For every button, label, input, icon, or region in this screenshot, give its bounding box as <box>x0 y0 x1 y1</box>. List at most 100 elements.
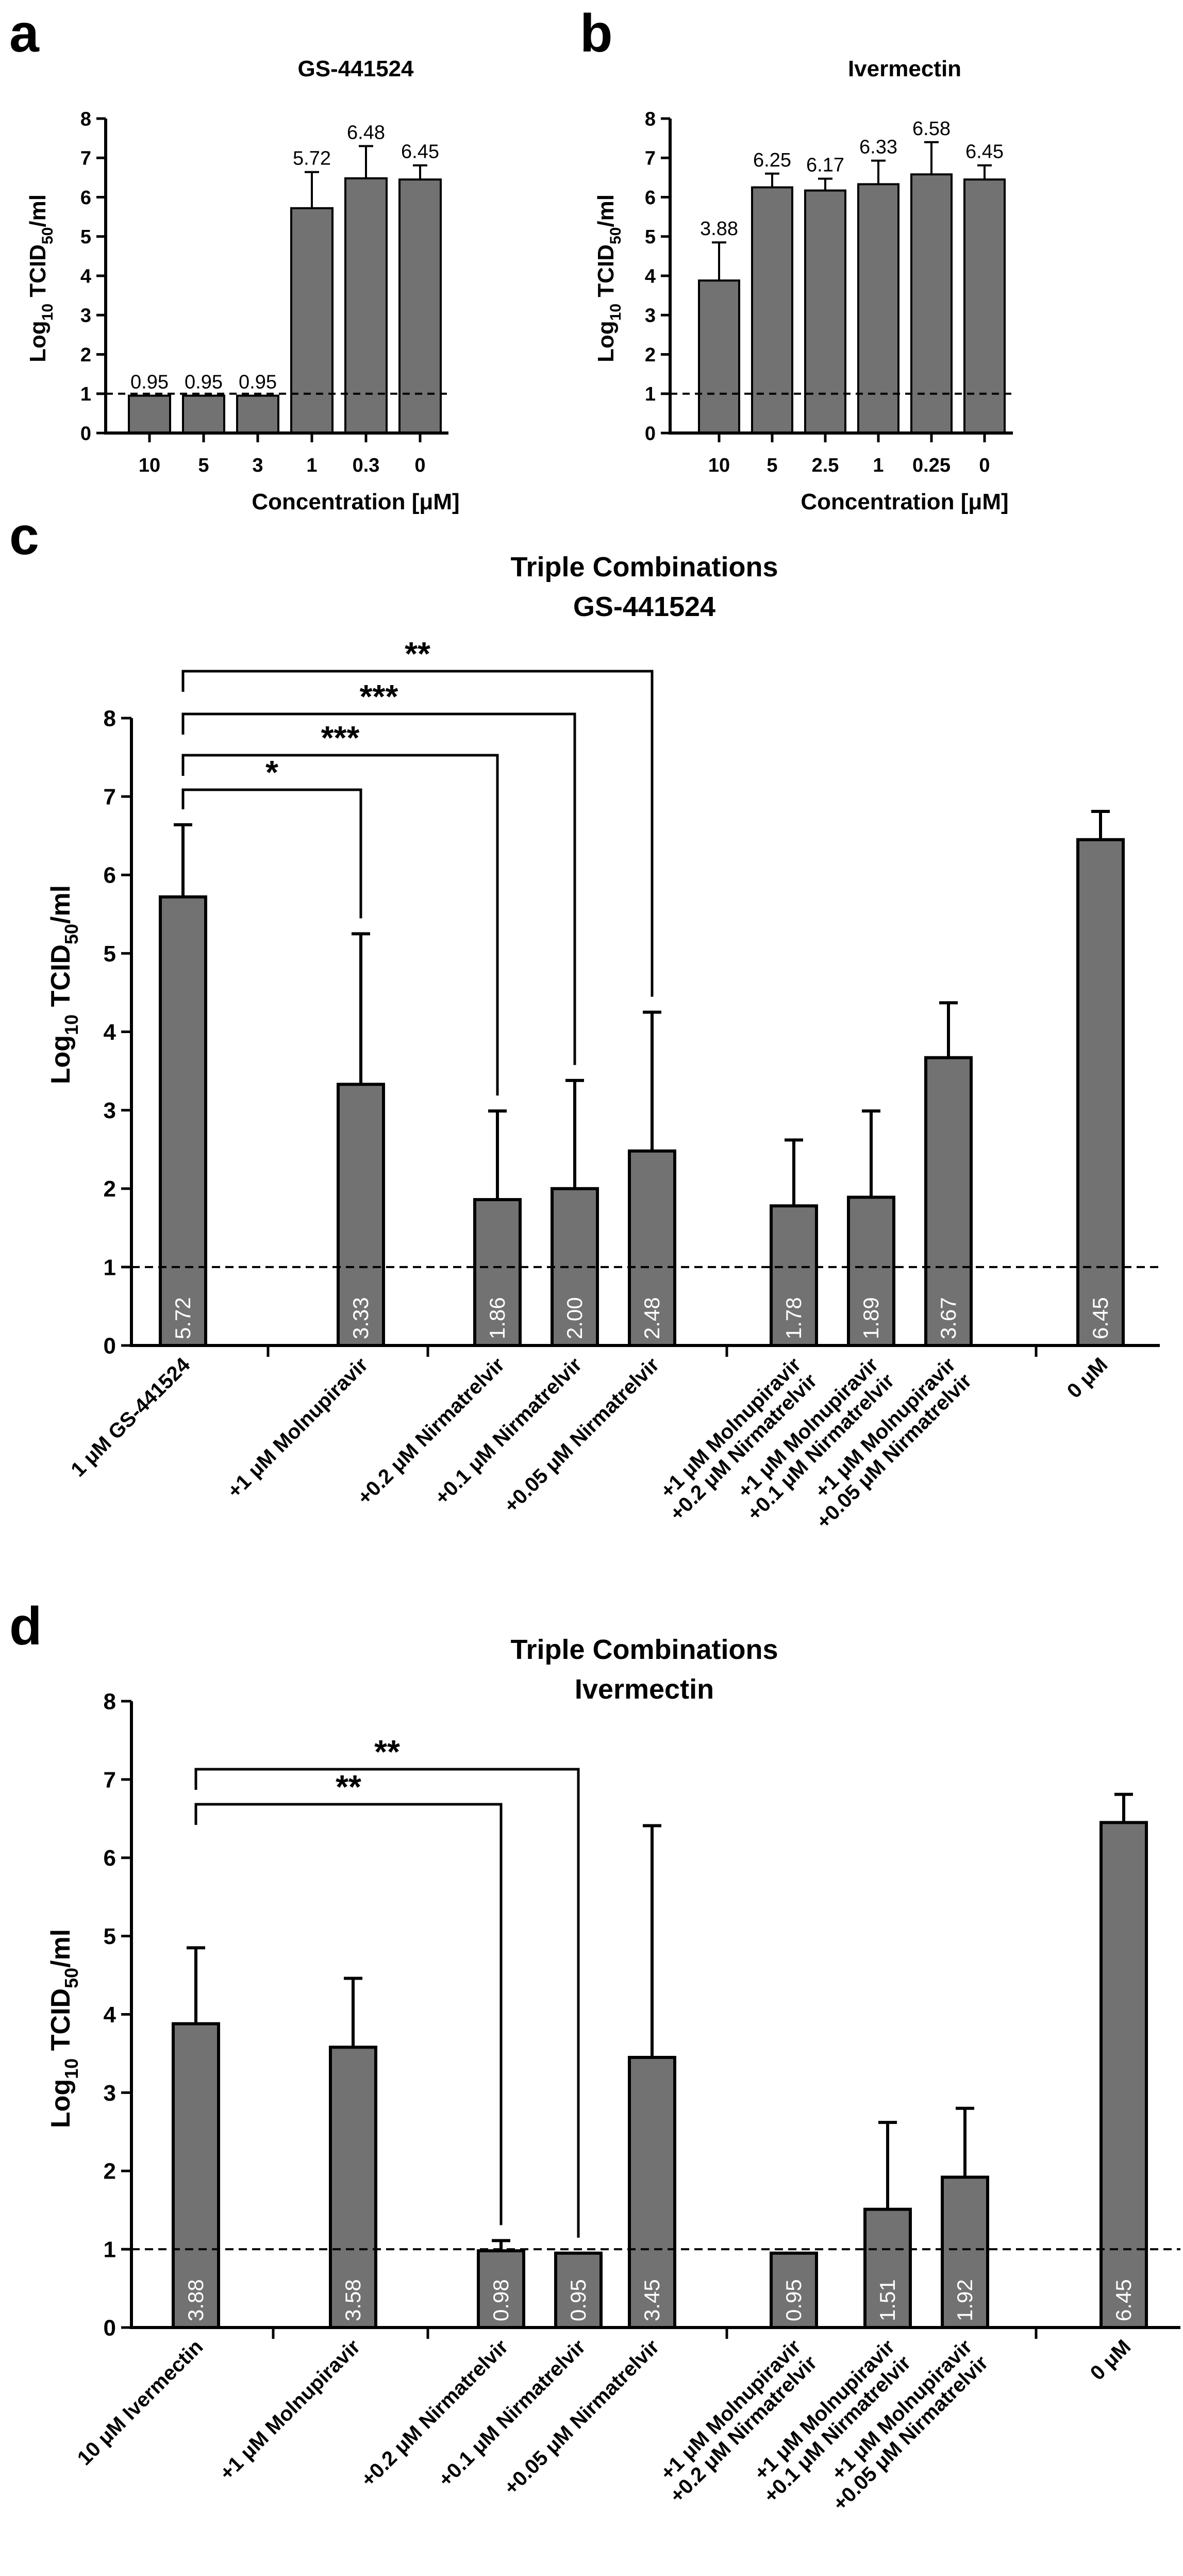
y-tick-label: 4 <box>645 265 656 287</box>
x-tick-label-line: +1 μM Molnupiravir <box>215 2335 365 2485</box>
data-label: 0.95 <box>566 2279 590 2321</box>
panel-letter-b: b <box>580 4 613 63</box>
significance-bracket <box>181 754 499 1096</box>
data-label: 2.48 <box>640 1297 664 1339</box>
y-tick-label: 3 <box>80 305 91 327</box>
y-tick-label: 7 <box>80 148 91 170</box>
data-label: 1.51 <box>875 2279 899 2321</box>
bar <box>751 186 793 434</box>
y-tick-label: 4 <box>80 265 91 287</box>
data-label: 6.45 <box>401 141 439 163</box>
x-tick-label: 10 <box>139 455 160 476</box>
y-tick-label: 2 <box>80 344 91 366</box>
x-tick-label: 5 <box>198 455 209 476</box>
data-label: 6.45 <box>1088 1297 1112 1339</box>
bar <box>337 1083 385 1348</box>
x-tick-label: +0.05 μM Nirmatrelvir <box>499 1353 663 1517</box>
data-label: 6.48 <box>347 122 385 143</box>
x-tick-label-line: +1 μM Molnupiravir <box>223 1353 373 1503</box>
y-tick-label: 4 <box>104 1020 116 1045</box>
y-tick-label: 8 <box>104 1689 116 1714</box>
y-tick-label: 1 <box>104 2237 116 2263</box>
x-tick-label: +0.2 μM Nirmatrelvir <box>353 1353 509 1509</box>
x-tick-label: 10 μM Ivermectin <box>73 2335 208 2470</box>
x-tick-label: 0 <box>414 455 425 476</box>
bar <box>236 394 279 434</box>
data-label: 5.72 <box>171 1297 195 1339</box>
x-tick-label: 2.5 <box>812 455 839 476</box>
bar <box>473 1198 522 1348</box>
data-label: 6.33 <box>859 137 897 158</box>
bar <box>329 2046 377 2330</box>
x-tick-label-line: +0.05 μM Nirmatrelvir <box>499 1353 663 1517</box>
x-tick-label-line: +0.05 μM Nirmatrelvir <box>499 2335 663 2499</box>
bar <box>172 2022 220 2330</box>
x-tick-label: 0 <box>979 455 990 476</box>
significance-bracket <box>181 788 362 919</box>
x-tick-label: +0.2 μM Nirmatrelvir <box>357 2335 512 2491</box>
data-label: 1.89 <box>859 1297 883 1339</box>
chart-panel-d: Triple Combinations Ivermectin Log10 TCI… <box>46 1634 1180 2515</box>
y-tick-label: 2 <box>104 1176 116 1202</box>
significance-label: *** <box>360 678 398 715</box>
data-label: 2.00 <box>562 1297 587 1339</box>
y-tick-label: 5 <box>104 1924 116 1949</box>
data-label: 0.95 <box>130 372 169 393</box>
data-label: 1.86 <box>485 1297 509 1339</box>
x-tick-label: 0 μM <box>1063 1353 1112 1403</box>
y-tick-label: 6 <box>104 1846 116 1871</box>
data-label: 3.88 <box>184 2279 208 2321</box>
y-axis-label: Log10 TCID50/ml <box>25 194 56 362</box>
x-tick-label: +0.1 μM Nirmatrelvir <box>434 2335 590 2491</box>
bar <box>770 1204 818 1348</box>
x-tick-label: 1 μM GS-441524 <box>66 1353 195 1482</box>
x-tick-label-line: 10 μM Ivermectin <box>73 2335 208 2470</box>
x-tick-label: 10 <box>708 455 730 476</box>
x-tick-label-line: +0.2 μM Nirmatrelvir <box>357 2335 512 2491</box>
data-label: 5.72 <box>293 148 331 170</box>
data-label: 6.45 <box>965 141 1004 163</box>
y-tick-label: 3 <box>104 2081 116 2106</box>
x-tick-label: +1 μM Molnupiravir <box>215 2335 365 2485</box>
y-tick-label: 8 <box>104 706 116 731</box>
chart-panel-a: GS-441524 Concentration [μM] Log10 TCID5… <box>25 56 460 514</box>
x-tick-label: +0.05 μM Nirmatrelvir <box>499 2335 663 2499</box>
data-label: 0.95 <box>185 372 223 393</box>
panel-letter-a: a <box>9 4 40 63</box>
y-axis-label: Log10 TCID50/ml <box>46 1929 82 2128</box>
x-tick-label: 1 <box>873 455 884 476</box>
x-axis-label: Concentration [μM] <box>801 489 1008 514</box>
x-tick-label-line: 0 μM <box>1086 2335 1136 2385</box>
data-label: 0.95 <box>239 372 277 393</box>
significance-label: ** <box>336 1768 361 1805</box>
y-tick-label: 3 <box>645 305 656 327</box>
chart-title: GS-441524 <box>297 56 414 81</box>
significance-label: ** <box>405 635 430 672</box>
y-tick-label: 1 <box>645 384 656 405</box>
y-tick-label: 6 <box>104 863 116 888</box>
y-axis-label: Log10 TCID50/ml <box>593 194 624 362</box>
chart-panel-b: Ivermectin Concentration [μM] Log10 TCID… <box>593 56 1013 514</box>
y-tick-label: 6 <box>80 187 91 209</box>
bar <box>863 2207 912 2330</box>
x-tick-label: 0.3 <box>353 455 380 476</box>
data-label: 6.58 <box>912 118 951 140</box>
y-tick-label: 0 <box>645 423 656 444</box>
bar <box>770 2251 818 2329</box>
data-label: 0.95 <box>781 2279 806 2321</box>
x-axis-label: Concentration [μM] <box>252 489 459 514</box>
data-label: 0.98 <box>489 2279 513 2321</box>
bar <box>1099 1821 1148 2329</box>
bar <box>941 2175 989 2329</box>
y-tick-label: 0 <box>104 2315 116 2340</box>
y-tick-label: 8 <box>80 108 91 130</box>
y-tick-label: 7 <box>645 148 656 170</box>
y-tick-label: 7 <box>104 785 116 810</box>
x-tick-label-line: 0 μM <box>1063 1353 1112 1403</box>
bar <box>963 178 1006 434</box>
y-tick-label: 2 <box>104 2159 116 2184</box>
significance-label: * <box>265 754 278 791</box>
bar <box>804 189 846 434</box>
y-tick-label: 0 <box>80 423 91 444</box>
